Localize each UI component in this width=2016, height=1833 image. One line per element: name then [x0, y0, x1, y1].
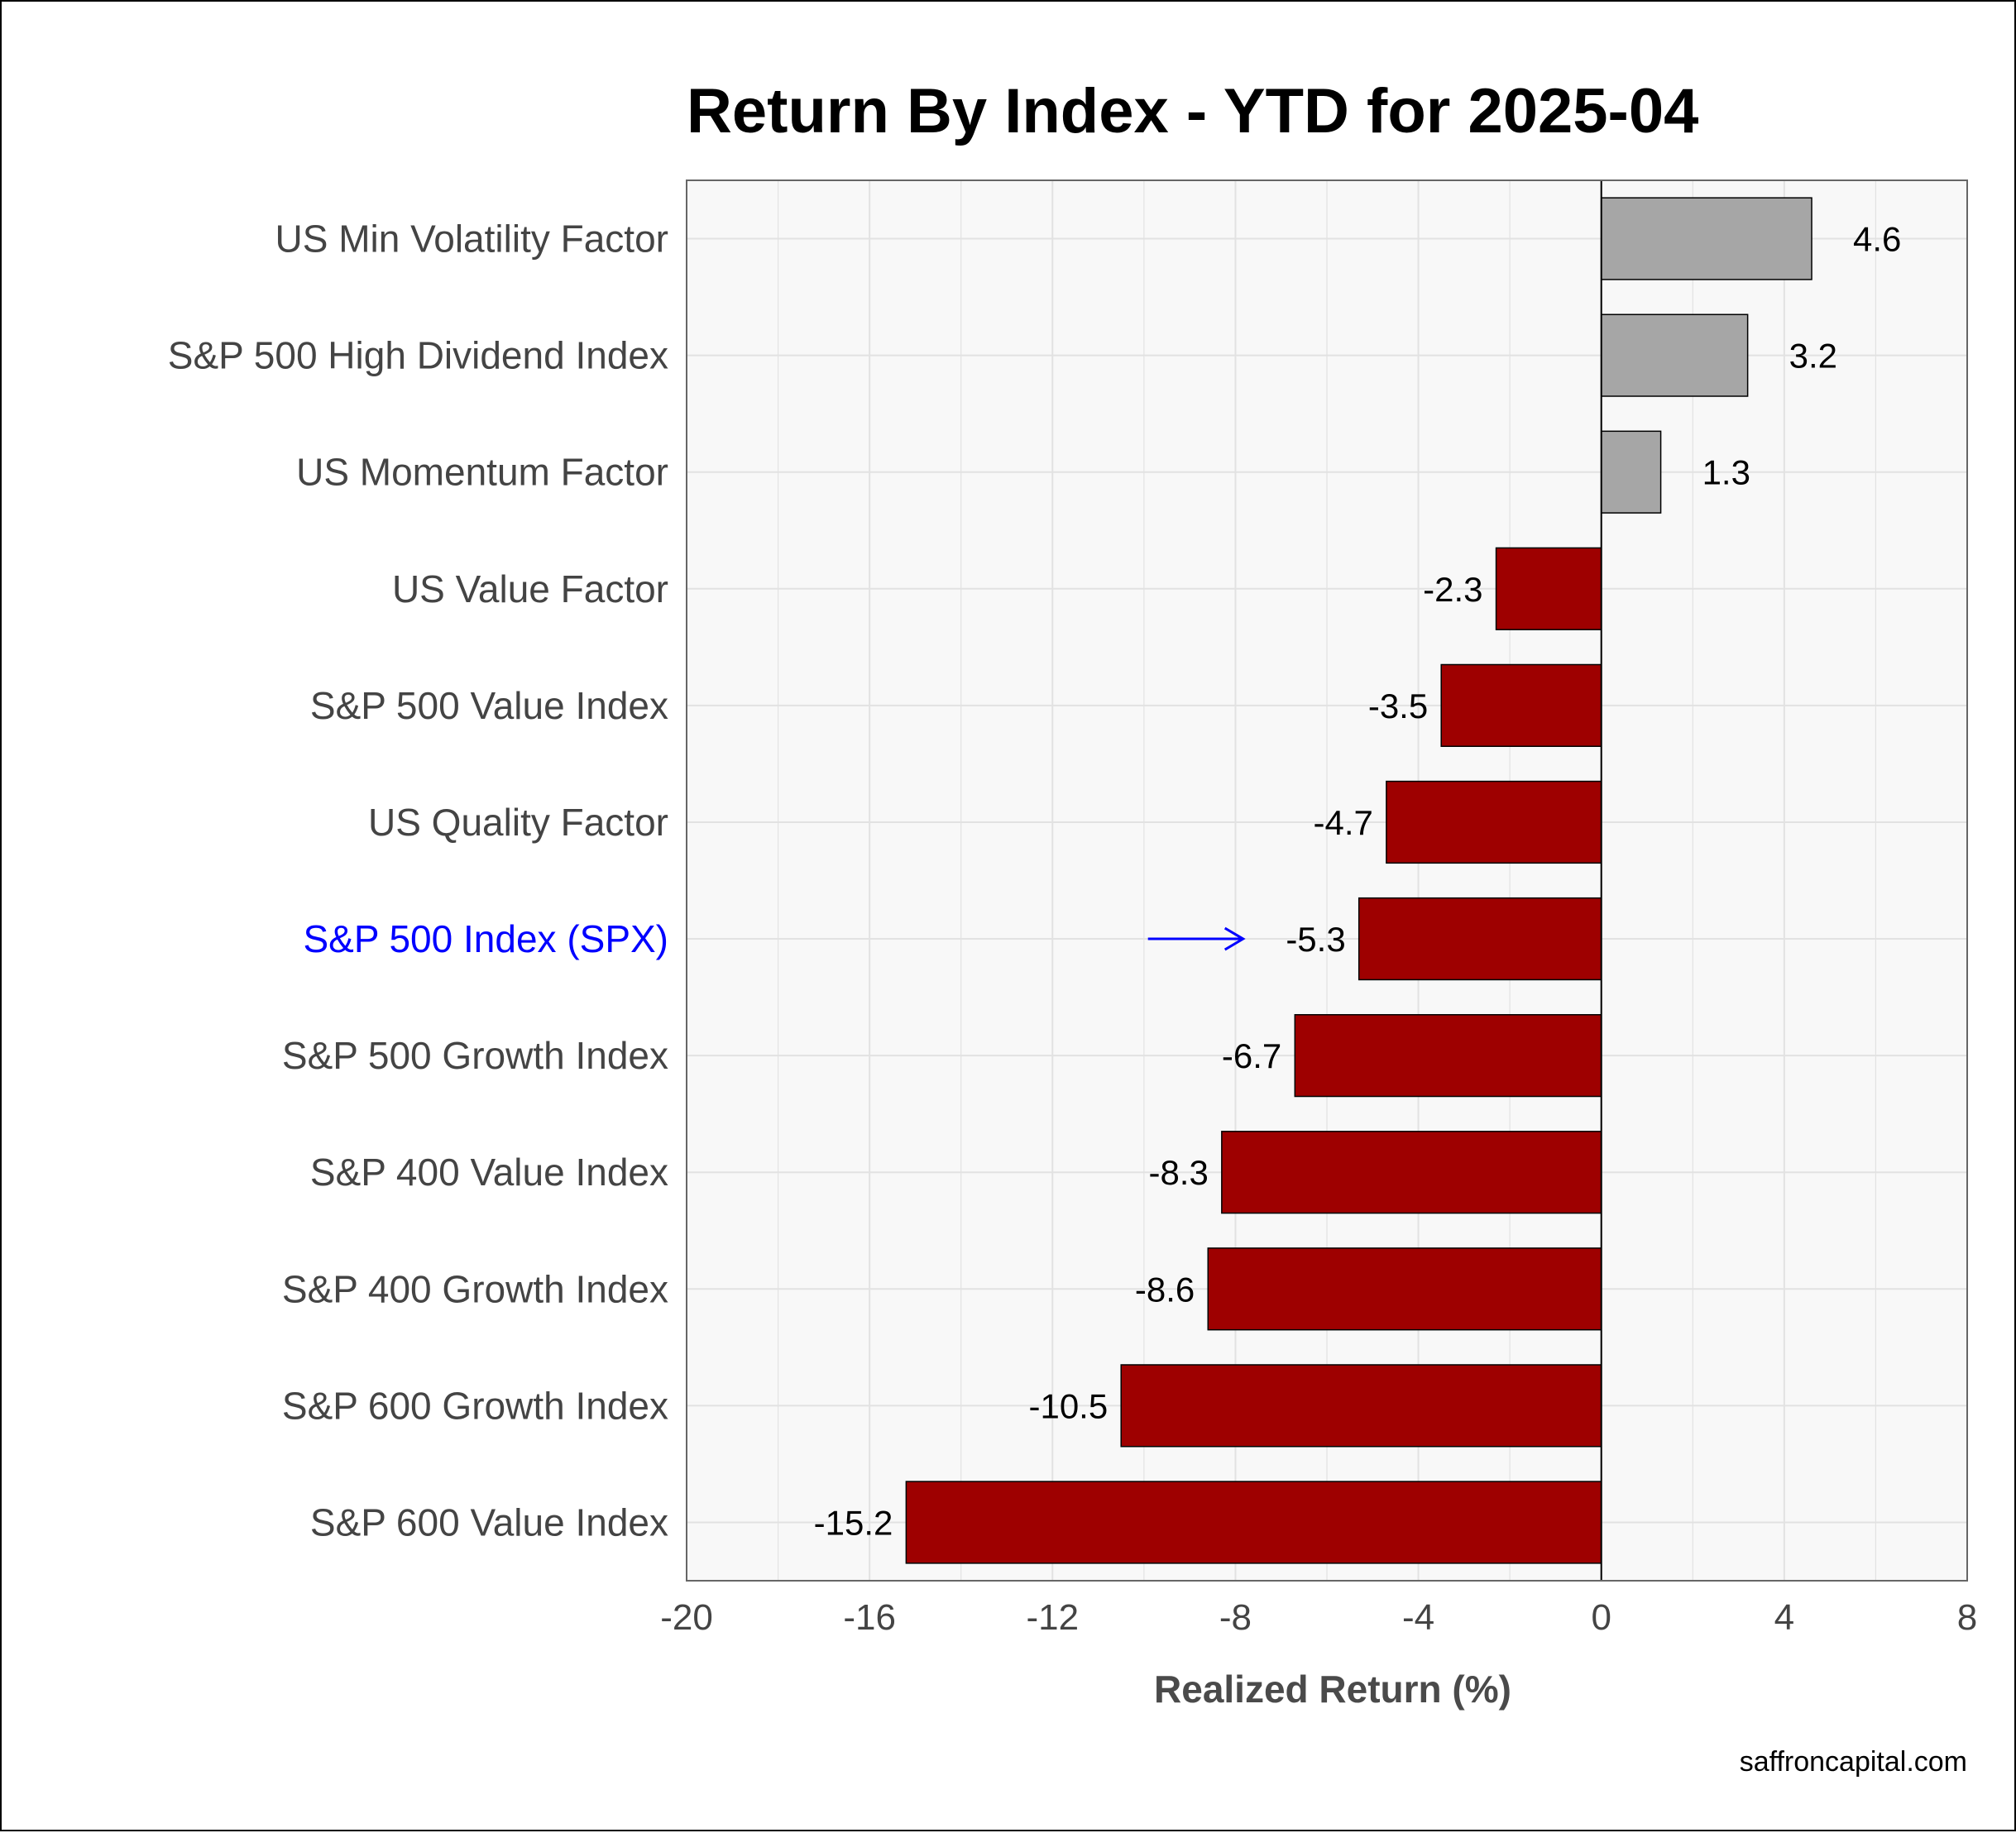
- bar: [1386, 780, 1602, 864]
- bar: [1207, 1247, 1602, 1331]
- bar-value-label: -10.5: [1028, 1386, 1108, 1425]
- plot-area: 4.6 US Min Volatility Factor 3.2 S&P 500 Hi…: [168, 179, 1977, 1638]
- plot-border: [686, 179, 1968, 1582]
- bar-value-label: -2.3: [1423, 570, 1482, 609]
- chart-title: Return By Index - YTD for 2025-04: [687, 76, 1698, 146]
- bar-value-label: -15.2: [814, 1503, 893, 1542]
- bar-value-label: 1.3: [1702, 453, 1750, 492]
- category-label: US Min Volatility Factor: [275, 218, 668, 261]
- x-tick-label: -4: [1402, 1597, 1434, 1638]
- bar: [1120, 1364, 1602, 1448]
- bar: [905, 1481, 1602, 1564]
- x-tick-label: -16: [843, 1597, 896, 1638]
- x-axis-title: Realized Return (%): [1154, 1668, 1511, 1711]
- category-label: US Value Factor: [392, 567, 668, 610]
- category-label: S&P 500 Growth Index: [282, 1034, 668, 1077]
- bar: [1495, 547, 1602, 630]
- category-label: S&P 400 Value Index: [310, 1151, 668, 1194]
- bar-value-label: -4.7: [1313, 803, 1372, 842]
- category-label: S&P 500 High Dividend Index: [168, 334, 668, 377]
- bar-value-label: -8.6: [1135, 1270, 1195, 1309]
- bar-value-label: -5.3: [1286, 920, 1345, 959]
- x-tick-label: -20: [660, 1597, 713, 1638]
- bar: [1358, 897, 1602, 981]
- bar: [1600, 197, 1812, 280]
- bar: [1440, 663, 1602, 748]
- bar-value-label: -8.3: [1148, 1153, 1208, 1192]
- category-label: S&P 600 Value Index: [310, 1500, 668, 1543]
- bar-value-label: 4.6: [1853, 220, 1901, 259]
- category-label: US Quality Factor: [368, 801, 668, 844]
- x-tick-label: -12: [1026, 1597, 1079, 1638]
- bar-value-label: -3.5: [1368, 687, 1428, 725]
- bar: [1600, 313, 1749, 397]
- x-tick-label: 4: [1774, 1597, 1794, 1638]
- category-label: S&P 500 Index (SPX): [303, 917, 668, 960]
- x-tick-label: -8: [1219, 1597, 1252, 1638]
- bar-value-label: -6.7: [1222, 1036, 1281, 1075]
- bar: [1600, 430, 1662, 514]
- bar: [1221, 1131, 1602, 1214]
- category-label: S&P 600 Growth Index: [282, 1384, 668, 1427]
- x-tick-label: 8: [1957, 1597, 1977, 1638]
- x-tick-label: 0: [1591, 1597, 1611, 1638]
- bar-value-label: 3.2: [1789, 337, 1837, 376]
- category-label: S&P 400 Growth Index: [282, 1267, 668, 1310]
- bar: [1294, 1013, 1602, 1098]
- source-label: saffroncapital.com: [1740, 1746, 1967, 1778]
- category-label: S&P 500 Value Index: [310, 684, 668, 727]
- highlight-arrow-head: [1223, 926, 1246, 951]
- category-label: US Momentum Factor: [296, 451, 668, 494]
